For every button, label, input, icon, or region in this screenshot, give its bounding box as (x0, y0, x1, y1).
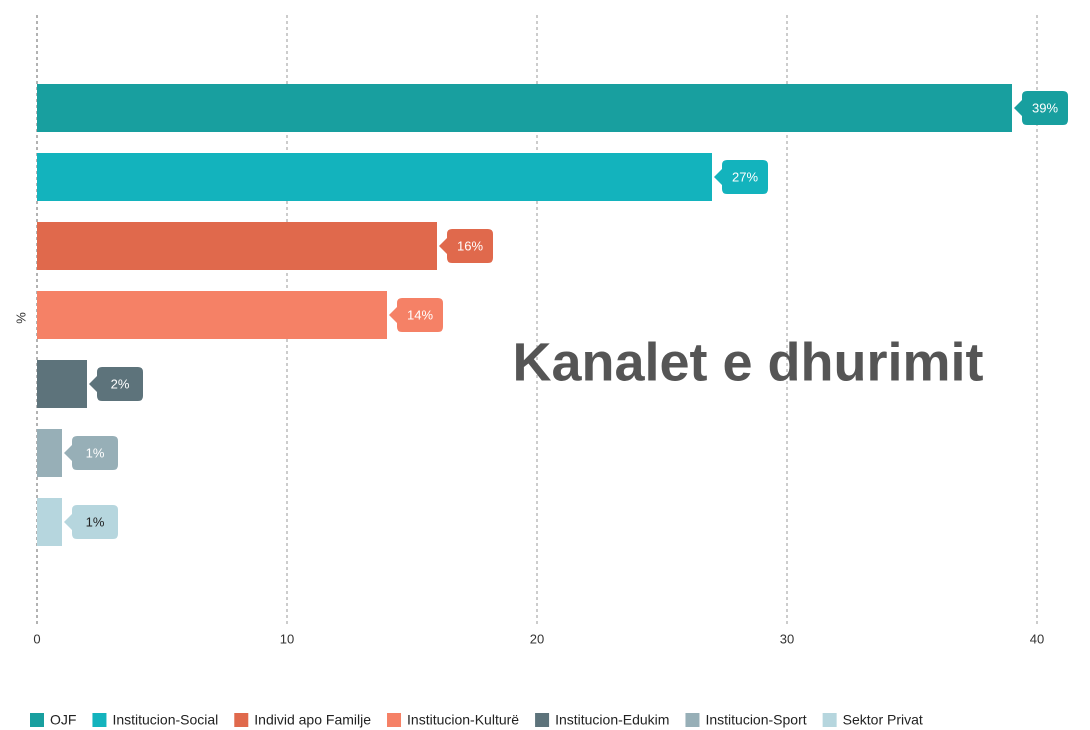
legend-swatch (535, 713, 550, 727)
value-label-box (64, 436, 118, 470)
legend-swatch (30, 713, 44, 727)
value-label: 16% (457, 238, 483, 253)
value-label-box (89, 367, 143, 401)
legend-label: OJF (50, 712, 76, 728)
value-label-box (64, 505, 118, 539)
value-label: 2% (111, 376, 130, 391)
bar (37, 222, 437, 270)
value-label: 1% (86, 445, 105, 460)
x-tick-label: 10 (280, 631, 294, 646)
y-axis-label: % (13, 312, 28, 324)
chart-title: Kanalet e dhurimit (512, 332, 983, 392)
value-label: 1% (86, 514, 105, 529)
legend-label: Institucion-Social (112, 712, 218, 728)
bar (37, 153, 712, 201)
value-label-box (1014, 91, 1068, 125)
value-label-box (389, 298, 443, 332)
bar (37, 360, 87, 408)
legend-swatch (822, 713, 837, 727)
x-tick-label: 40 (1030, 631, 1044, 646)
legend-swatch (685, 713, 700, 727)
x-tick-label: 20 (530, 631, 544, 646)
x-tick-label: 30 (780, 631, 794, 646)
legend-label: Institucion-Edukim (555, 712, 669, 728)
value-label-box (714, 160, 768, 194)
legend-swatch (234, 713, 249, 727)
legend-label: Sektor Privat (843, 712, 923, 728)
bar (37, 429, 62, 477)
bar (37, 498, 62, 546)
bar (37, 84, 1012, 132)
legend-label: Individ apo Familje (254, 712, 371, 728)
legend-label: Institucion-Kulturë (407, 712, 519, 728)
x-tick-label: 0 (33, 631, 40, 646)
value-label-box (439, 229, 493, 263)
bar (37, 291, 387, 339)
legend-swatch (92, 713, 107, 727)
value-label: 14% (407, 307, 433, 322)
legend-swatch (387, 713, 402, 727)
value-label: 39% (1032, 100, 1058, 115)
legend-label: Institucion-Sport (705, 712, 806, 728)
value-label: 27% (732, 169, 758, 184)
